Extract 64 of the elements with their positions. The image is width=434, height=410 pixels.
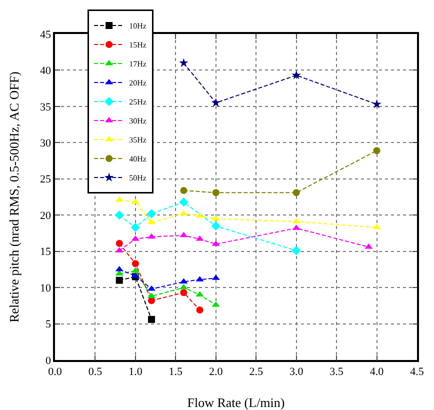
point (292, 246, 301, 256)
point (130, 222, 140, 232)
point (179, 198, 188, 207)
y-tick-label: 15 (40, 246, 52, 258)
point (180, 278, 188, 284)
y-tick-label: 25 (40, 174, 52, 186)
point (146, 209, 156, 218)
legend-label: 30Hz (129, 116, 147, 126)
point (212, 301, 220, 307)
x-tick-label: 4.5 (410, 366, 424, 378)
point (131, 267, 140, 273)
y-axis-title: Relative pitch (nrad RMS, 0.5-500Hz, AC OFF) (6, 72, 22, 322)
point (132, 260, 139, 268)
x-tick-label: 2.0 (209, 366, 224, 378)
point (211, 98, 221, 107)
point (115, 266, 124, 272)
x-axis-title: Flow Rate (L/min) (187, 395, 285, 410)
point (114, 210, 124, 220)
point (196, 306, 204, 314)
point (212, 189, 220, 196)
point (373, 147, 380, 154)
point (115, 270, 124, 276)
y-tick-label: 30 (40, 138, 52, 150)
point (148, 316, 156, 323)
point (292, 189, 300, 196)
point (116, 276, 123, 284)
x-tick-label: 3.0 (289, 366, 304, 378)
x-tick-label: 2.5 (249, 366, 264, 378)
legend-label: 15Hz (129, 40, 147, 50)
x-tick-label: 1.5 (168, 366, 184, 378)
point (116, 240, 123, 247)
point (364, 243, 373, 249)
point (180, 186, 188, 194)
x-tick-label: 4.0 (370, 366, 384, 378)
point (148, 297, 156, 304)
point (372, 99, 382, 108)
legend-label: 10Hz (129, 22, 147, 31)
point (196, 291, 204, 297)
point (372, 224, 381, 230)
point (131, 272, 140, 278)
y-tick-label: 10 (40, 282, 52, 294)
point (292, 70, 301, 80)
point (211, 221, 220, 231)
legend-label: 50Hz (129, 174, 147, 183)
point (180, 232, 188, 238)
y-tick-label: 5 (46, 318, 52, 331)
y-tick-label: 45 (40, 28, 52, 41)
legend-label: 17Hz (129, 60, 147, 69)
x-tick-label: 3.5 (330, 366, 344, 378)
point (196, 212, 204, 218)
x-tick-label: 0.0 (48, 366, 62, 378)
legend-label: 40Hz (129, 154, 147, 164)
x-tick-label: 0.5 (88, 366, 103, 378)
y-tick-label: 20 (40, 210, 52, 222)
point (180, 289, 188, 296)
point (179, 58, 188, 67)
y-tick-label: 0 (46, 354, 52, 367)
point (115, 196, 124, 202)
y-tick-label: 35 (40, 101, 52, 114)
x-tick-label: 1.0 (128, 366, 143, 378)
legend-label: 35Hz (129, 136, 147, 145)
legend-label: 25Hz (129, 98, 147, 107)
y-tick-label: 40 (40, 65, 52, 78)
legend-label: 20Hz (129, 78, 147, 88)
